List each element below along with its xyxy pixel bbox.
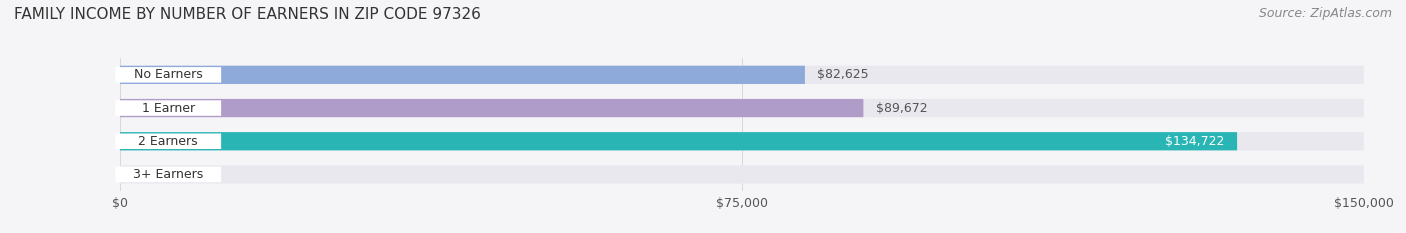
Text: 1 Earner: 1 Earner — [142, 102, 195, 115]
Text: Source: ZipAtlas.com: Source: ZipAtlas.com — [1258, 7, 1392, 20]
FancyBboxPatch shape — [120, 132, 1364, 150]
FancyBboxPatch shape — [120, 165, 1364, 184]
Text: $89,672: $89,672 — [876, 102, 928, 115]
FancyBboxPatch shape — [120, 99, 863, 117]
FancyBboxPatch shape — [115, 100, 221, 116]
FancyBboxPatch shape — [120, 99, 1364, 117]
Text: No Earners: No Earners — [134, 68, 202, 81]
FancyBboxPatch shape — [115, 134, 221, 149]
FancyBboxPatch shape — [120, 66, 1364, 84]
Text: $0: $0 — [136, 168, 152, 181]
FancyBboxPatch shape — [115, 67, 221, 83]
FancyBboxPatch shape — [120, 132, 1237, 150]
Text: $134,722: $134,722 — [1166, 135, 1225, 148]
Text: 3+ Earners: 3+ Earners — [134, 168, 204, 181]
FancyBboxPatch shape — [115, 167, 221, 182]
Text: FAMILY INCOME BY NUMBER OF EARNERS IN ZIP CODE 97326: FAMILY INCOME BY NUMBER OF EARNERS IN ZI… — [14, 7, 481, 22]
Text: $82,625: $82,625 — [817, 68, 869, 81]
FancyBboxPatch shape — [120, 66, 804, 84]
Text: 2 Earners: 2 Earners — [138, 135, 198, 148]
